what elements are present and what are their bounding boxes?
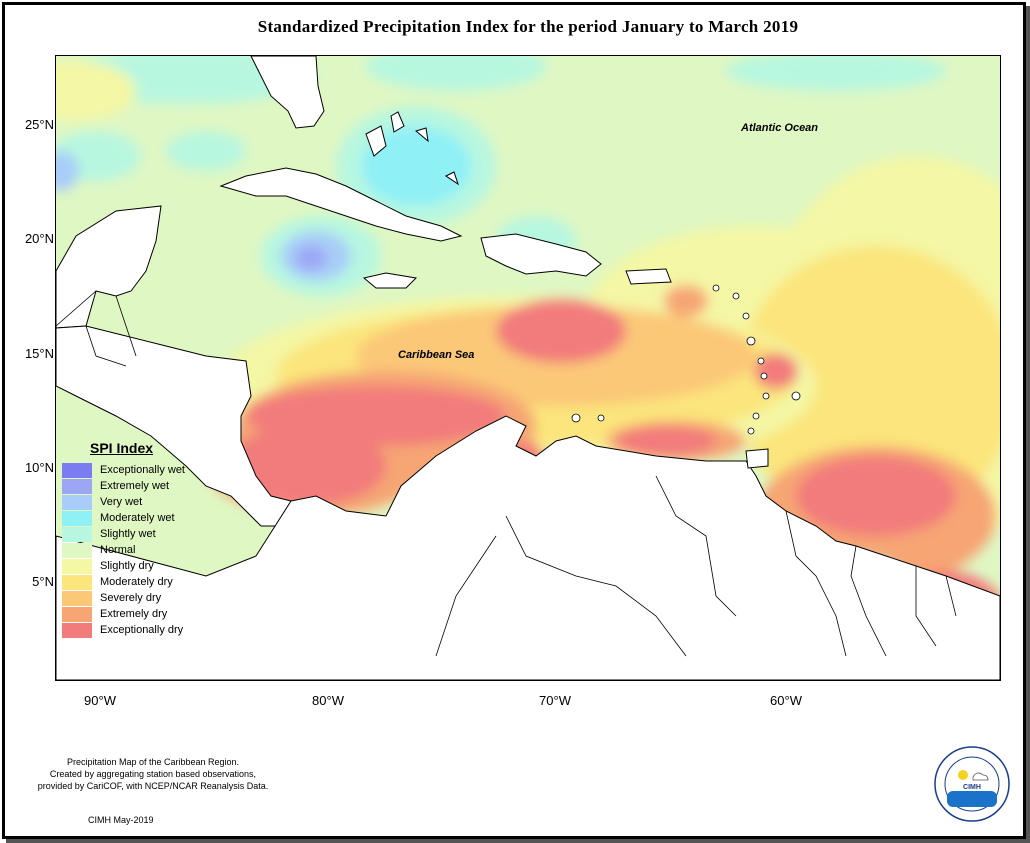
lat-label-25: 25°N bbox=[24, 117, 54, 132]
legend-label: Moderately wet bbox=[100, 512, 175, 524]
legend-swatch bbox=[62, 462, 92, 478]
footnote-line: provided by CariCOF, with NCEP/NCAR Rean… bbox=[37, 781, 269, 791]
legend-swatch bbox=[62, 606, 92, 622]
lat-label-10: 10°N bbox=[24, 460, 54, 475]
map-date: CIMH May-2019 bbox=[88, 815, 154, 825]
legend-swatch bbox=[62, 478, 92, 494]
land-outlines bbox=[56, 56, 1000, 680]
lesser-antilles bbox=[571, 284, 801, 435]
caribbean-label: Caribbean Sea bbox=[398, 349, 474, 361]
atlantic-label: Atlantic Ocean bbox=[740, 122, 818, 134]
legend-item: Extremely dry bbox=[62, 606, 202, 622]
spi-map-canvas: Atlantic Ocean Caribbean Sea bbox=[56, 56, 1000, 680]
legend-label: Very wet bbox=[100, 496, 143, 508]
legend-item: Slightly dry bbox=[62, 558, 202, 574]
legend-swatch bbox=[62, 558, 92, 574]
legend-item: Exceptionally wet bbox=[62, 462, 202, 478]
legend-item: Severely dry bbox=[62, 590, 202, 606]
legend-swatch bbox=[62, 542, 92, 558]
cimh-logo: CIMH bbox=[933, 745, 1011, 823]
legend-swatch bbox=[62, 574, 92, 590]
legend-label: Slightly wet bbox=[100, 528, 156, 540]
footnote-line: Precipitation Map of the Caribbean Regio… bbox=[66, 757, 240, 767]
lon-label-90: 90°W bbox=[84, 693, 116, 708]
legend-item: Moderately wet bbox=[62, 510, 202, 526]
spi-map: Atlantic Ocean Caribbean Sea bbox=[55, 55, 1001, 681]
lat-label-15: 15°N bbox=[24, 346, 54, 361]
logo-text: CIMH bbox=[963, 784, 981, 791]
footnote-line: Created by aggregating station based obs… bbox=[49, 769, 257, 779]
legend-item: Normal bbox=[62, 542, 202, 558]
legend-swatch bbox=[62, 510, 92, 526]
legend-label: Exceptionally dry bbox=[100, 624, 184, 636]
map-title: Standardized Precipitation Index for the… bbox=[257, 17, 799, 36]
spi-legend: SPI Index Exceptionally wet Extremely wet… bbox=[62, 440, 202, 638]
lon-label-70: 70°W bbox=[539, 693, 571, 708]
lon-label-60: 60°W bbox=[770, 693, 802, 708]
legend-swatch bbox=[62, 622, 92, 638]
legend-label: Slightly dry bbox=[100, 560, 154, 572]
spi-field bbox=[56, 56, 1000, 666]
legend-item: Exceptionally dry bbox=[62, 622, 202, 638]
lat-label-20: 20°N bbox=[24, 231, 54, 246]
legend-swatch bbox=[62, 494, 92, 510]
legend-item: Very wet bbox=[62, 494, 202, 510]
map-footnote: Precipitation Map of the Caribbean Regio… bbox=[8, 756, 298, 792]
legend-swatch bbox=[62, 590, 92, 606]
legend-label: Extremely wet bbox=[100, 480, 170, 492]
legend-item: Moderately dry bbox=[62, 574, 202, 590]
legend-item: Extremely wet bbox=[62, 478, 202, 494]
lon-label-80: 80°W bbox=[312, 693, 344, 708]
legend-label: Extremely dry bbox=[100, 608, 168, 620]
legend-label: Severely dry bbox=[100, 592, 162, 604]
lat-label-5: 5°N bbox=[32, 574, 54, 589]
legend-label: Moderately dry bbox=[100, 576, 173, 588]
legend-label: Normal bbox=[100, 544, 136, 556]
legend-swatch bbox=[62, 526, 92, 542]
legend-title: SPI Index bbox=[90, 440, 154, 456]
country-borders bbox=[56, 290, 957, 657]
legend-item: Slightly wet bbox=[62, 526, 202, 542]
legend-label: Exceptionally wet bbox=[100, 464, 185, 476]
